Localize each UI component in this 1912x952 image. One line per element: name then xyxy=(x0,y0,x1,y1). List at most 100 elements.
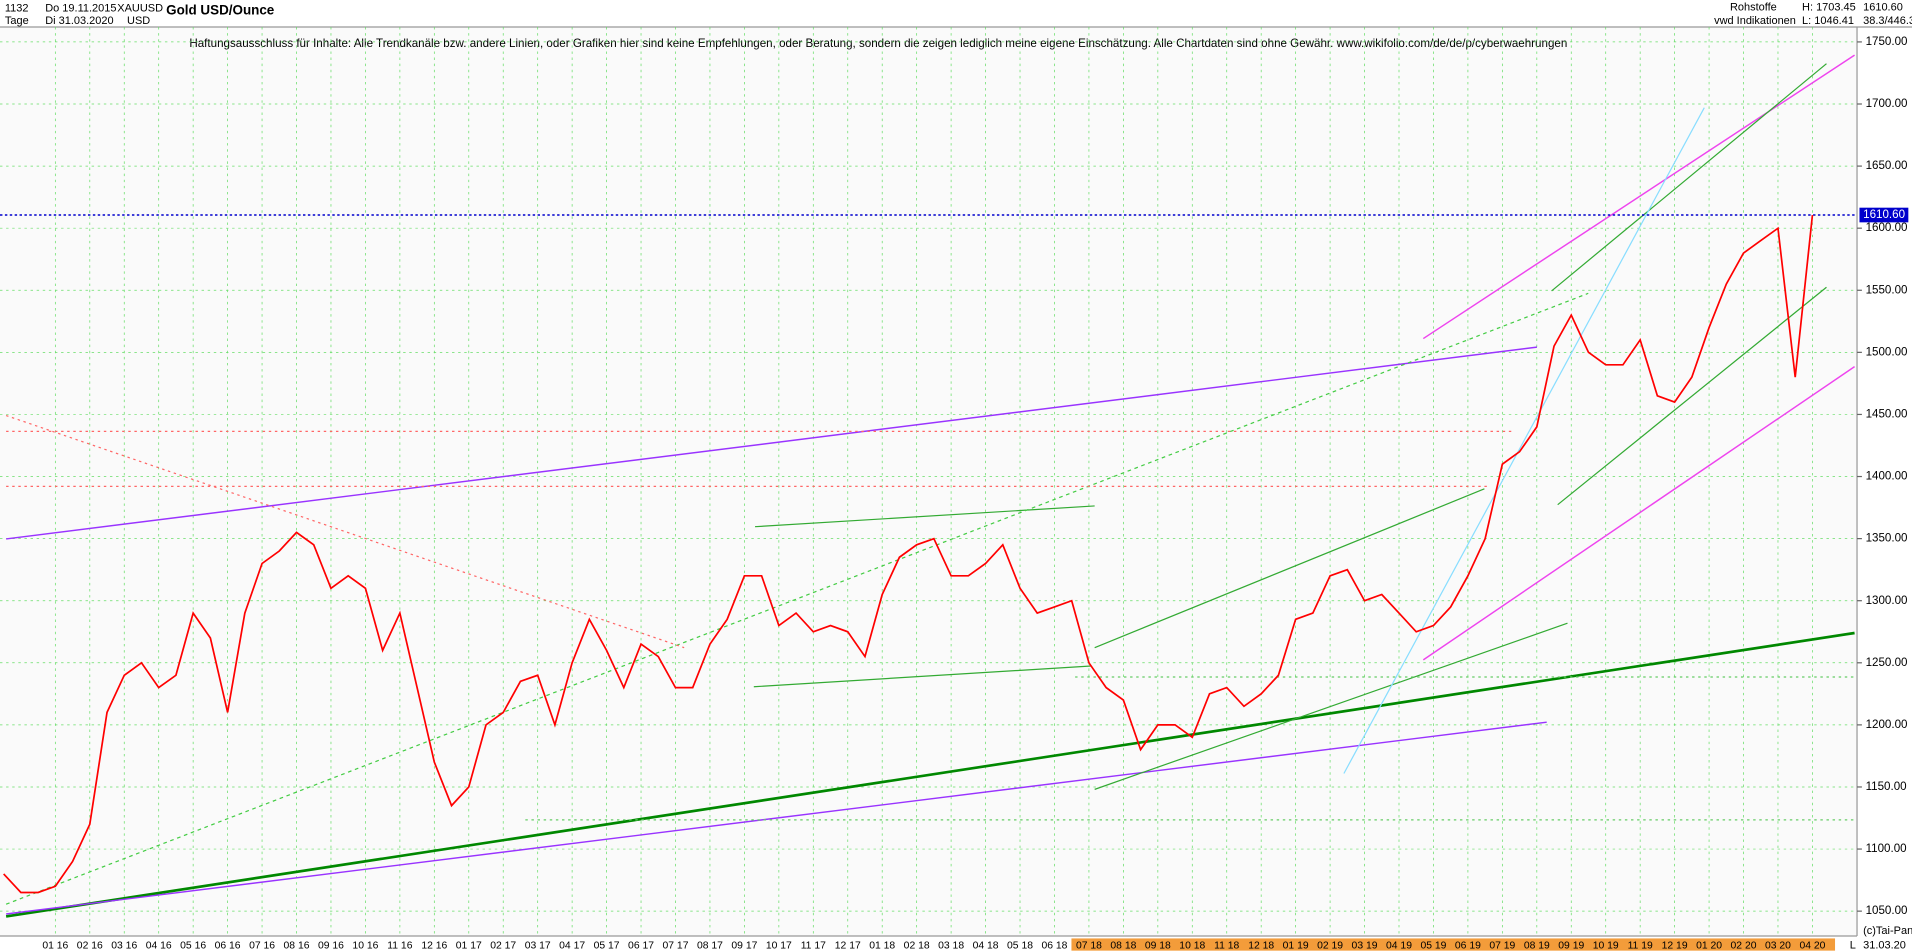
x-tick-label: 06 19 xyxy=(1455,940,1481,951)
x-tick-label: 11 19 xyxy=(1628,940,1653,951)
copyright: (c)Tai-Pan xyxy=(1863,925,1912,937)
start-date: Do 19.11.2015 xyxy=(45,3,116,15)
y-tick-label: 1350.00 xyxy=(1866,532,1908,545)
x-tick-label: 03 18 xyxy=(938,940,964,951)
x-tick-label: 05 18 xyxy=(1007,940,1033,951)
x-tick-label: 05 19 xyxy=(1420,940,1446,951)
trend-line xyxy=(1422,54,1855,340)
x-tick-label: 01 19 xyxy=(1283,940,1309,951)
x-tick-label: 02 20 xyxy=(1731,940,1757,951)
x-tick-label: 10 16 xyxy=(352,940,378,951)
x-tick-label: 04 17 xyxy=(559,940,585,951)
x-tick-label: 09 17 xyxy=(731,940,757,951)
high: H: 1703.45 xyxy=(1802,1,1856,13)
trend-lines xyxy=(5,54,1855,918)
x-tick-label: 09 19 xyxy=(1558,940,1584,951)
x-tick-label: 12 16 xyxy=(421,940,447,951)
trend-line xyxy=(754,505,1095,528)
trend-line xyxy=(1422,366,1855,661)
source: vwd Indikationen xyxy=(1714,15,1796,27)
y-tick-label: 1100.00 xyxy=(1866,842,1907,855)
last-price-box xyxy=(1859,207,1909,223)
y-tick-label: 1750.00 xyxy=(1866,35,1908,48)
footer-l: L xyxy=(1850,940,1856,952)
x-tick-label: 07 18 xyxy=(1076,940,1102,951)
group: Rohstoffe xyxy=(1730,1,1777,13)
ratio: 38.3/446.3 xyxy=(1863,15,1912,27)
x-tick-label: 02 18 xyxy=(904,940,930,951)
x-tick-label: 07 19 xyxy=(1489,940,1515,951)
x-tick-label: 08 17 xyxy=(697,940,723,951)
x-tick-label: 12 18 xyxy=(1248,940,1274,951)
price-line xyxy=(3,214,1814,894)
x-tick-label: 09 18 xyxy=(1145,940,1171,951)
y-tick-label: 1650.00 xyxy=(1866,159,1908,172)
x-tick-label: 03 20 xyxy=(1765,940,1791,951)
x-tick-label: 04 19 xyxy=(1386,940,1412,951)
x-tick-label: 08 18 xyxy=(1110,940,1136,951)
trend-line xyxy=(1094,622,1568,790)
x-tick-label: 12 17 xyxy=(835,940,861,951)
x-tick-label: 10 19 xyxy=(1593,940,1619,951)
trend-line xyxy=(1094,488,1485,649)
y-tick-label: 1050.00 xyxy=(1866,904,1908,917)
y-tick-label: 1400.00 xyxy=(1866,470,1908,483)
x-tick-label: 06 17 xyxy=(628,940,654,951)
x-tick-label: 11 17 xyxy=(801,940,826,951)
period-bar xyxy=(1071,938,1836,951)
x-tick-label: 04 16 xyxy=(146,940,172,951)
last: 1610.60 xyxy=(1863,1,1903,13)
low: L: 1046.41 xyxy=(1802,15,1854,27)
x-tick-label: 02 17 xyxy=(490,940,516,951)
x-tick-label: 05 16 xyxy=(180,940,206,951)
trend-line xyxy=(1557,286,1827,506)
period: Tage xyxy=(5,15,29,27)
x-tick-label: 02 19 xyxy=(1317,940,1343,951)
x-tick-label: 06 18 xyxy=(1041,940,1067,951)
y-tick-label: 1700.00 xyxy=(1866,97,1908,110)
x-tick-label: 12 19 xyxy=(1662,940,1688,951)
y-tick-label: 1450.00 xyxy=(1866,408,1908,421)
x-tick-label: 08 19 xyxy=(1524,940,1550,951)
x-tick-label: 07 16 xyxy=(249,940,275,951)
x-tick-label: 04 18 xyxy=(973,940,999,951)
disclaimer: Haftungsausschluss für Inhalte: Alle Tre… xyxy=(189,37,1567,50)
x-tick-label: 02 16 xyxy=(77,940,103,951)
y-tick-label: 1600.00 xyxy=(1866,221,1908,234)
x-tick-label: 06 16 xyxy=(215,940,241,951)
y-tick-label: 1300.00 xyxy=(1866,594,1908,607)
trend-line xyxy=(1343,107,1705,774)
trend-line xyxy=(1551,63,1827,292)
trend-line xyxy=(6,721,1547,915)
y-tick-label: 1250.00 xyxy=(1866,656,1908,669)
x-tick-label: 11 18 xyxy=(1214,940,1239,951)
bar-count: 1132 xyxy=(5,3,29,15)
x-tick-label: 10 17 xyxy=(766,940,792,951)
currency: USD xyxy=(127,15,150,27)
x-tick-label: 11 16 xyxy=(387,940,412,951)
x-tick-label: 03 16 xyxy=(111,940,137,951)
x-tick-label: 03 19 xyxy=(1352,940,1378,951)
chart-title: Gold USD/Ounce xyxy=(166,3,274,18)
trend-line xyxy=(5,631,1855,918)
last-price-label: 1610.60 xyxy=(1863,208,1905,221)
x-tick-label: 01 17 xyxy=(456,940,482,951)
x-tick-label: 10 18 xyxy=(1179,940,1205,951)
x-tick-label: 01 20 xyxy=(1696,940,1722,951)
x-tick-label: 03 17 xyxy=(525,940,551,951)
trend-line xyxy=(6,346,1538,540)
x-tick-label: 04 20 xyxy=(1799,940,1825,951)
y-tick-label: 1150.00 xyxy=(1866,780,1907,793)
x-tick-label: 05 17 xyxy=(594,940,620,951)
end-date: Di 31.03.2020 xyxy=(45,15,113,27)
plot-area xyxy=(0,27,1858,936)
y-tick-label: 1500.00 xyxy=(1866,345,1908,358)
y-tick-label: 1200.00 xyxy=(1866,718,1908,731)
x-tick-label: 01 18 xyxy=(869,940,895,951)
x-tick-label: 01 16 xyxy=(42,940,68,951)
y-tick-label: 1550.00 xyxy=(1866,283,1908,296)
x-tick-label: 07 17 xyxy=(663,940,689,951)
footer-date: 31.03.20 xyxy=(1863,940,1906,952)
